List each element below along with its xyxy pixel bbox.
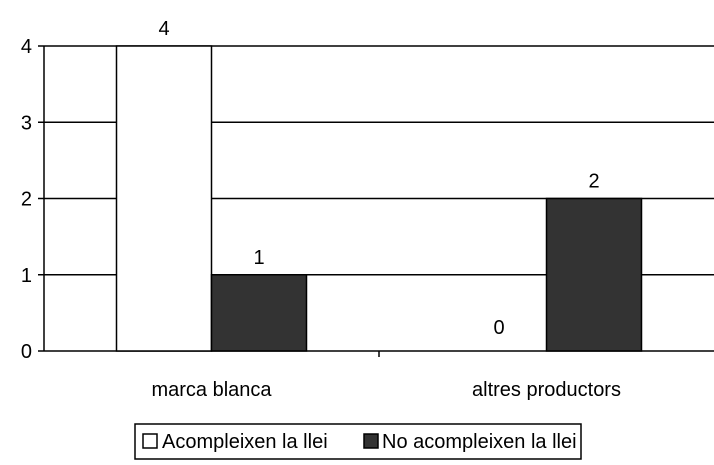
legend-label-no-acompleixen: No acompleixen la llei <box>382 431 577 453</box>
x-tick-label: altres productors <box>472 379 621 401</box>
data-label: 4 <box>158 18 169 40</box>
y-tick-label: 2 <box>21 189 32 211</box>
y-tick-label: 4 <box>21 36 32 58</box>
y-tick-label: 3 <box>21 112 32 134</box>
x-tick-label: marca blanca <box>151 379 272 401</box>
bar-acompleixen <box>117 46 212 351</box>
data-label: 2 <box>588 171 599 193</box>
bar-no-acompleixen <box>547 199 642 352</box>
data-label: 0 <box>493 317 504 339</box>
y-tick-label: 0 <box>21 341 32 363</box>
legend: Acompleixen la llei No acompleixen la ll… <box>135 424 581 459</box>
data-label: 1 <box>253 247 264 269</box>
y-tick-label: 1 <box>21 265 32 287</box>
labels: 0 1 2 3 4 4 1 marca blanca 0 2 altres productors <box>21 18 621 401</box>
legend-label-acompleixen: Acompleixen la llei <box>162 431 328 453</box>
legend-swatch-no-acompleixen <box>364 434 378 448</box>
legend-swatch-acompleixen <box>143 434 157 448</box>
bar-no-acompleixen <box>212 275 307 351</box>
